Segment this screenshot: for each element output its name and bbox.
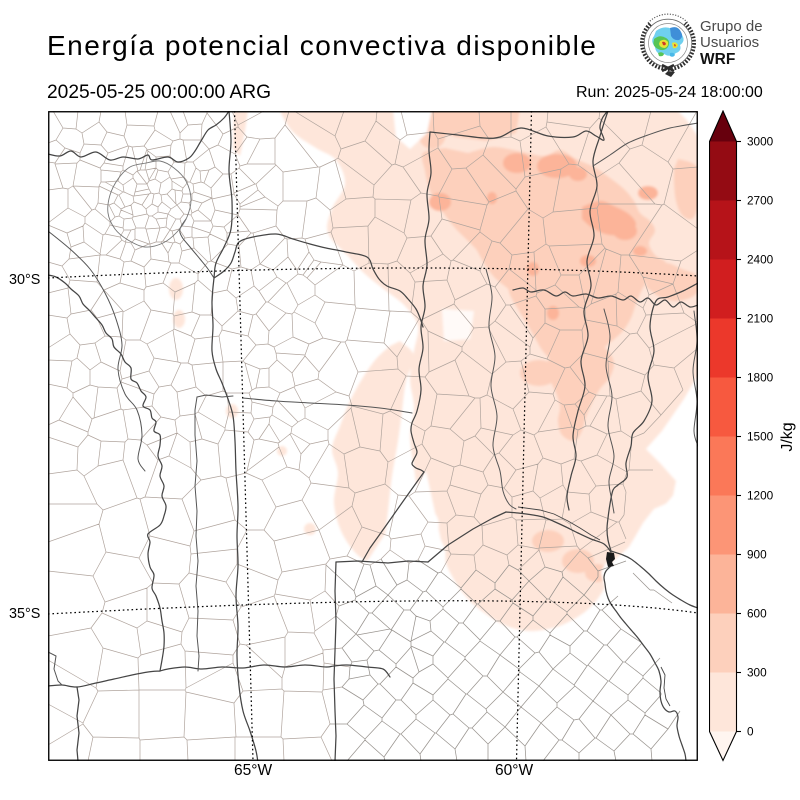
svg-text:1800: 1800 [747, 371, 774, 385]
svg-text:1200: 1200 [747, 489, 774, 503]
svg-text:2100: 2100 [747, 312, 774, 326]
svg-text:3000: 3000 [747, 135, 774, 149]
svg-text:2400: 2400 [747, 253, 774, 267]
svg-text:600: 600 [747, 607, 767, 621]
svg-text:Usuarios: Usuarios [700, 34, 759, 51]
svg-text:900: 900 [747, 548, 767, 562]
svg-text:1500: 1500 [747, 430, 774, 444]
svg-text:0: 0 [747, 725, 754, 739]
svg-text:J/kg: J/kg [779, 422, 796, 451]
svg-text:WRF: WRF [700, 51, 735, 68]
svg-text:Grupo de: Grupo de [700, 18, 763, 35]
svg-text:300: 300 [747, 666, 767, 680]
svg-text:2700: 2700 [747, 194, 774, 208]
